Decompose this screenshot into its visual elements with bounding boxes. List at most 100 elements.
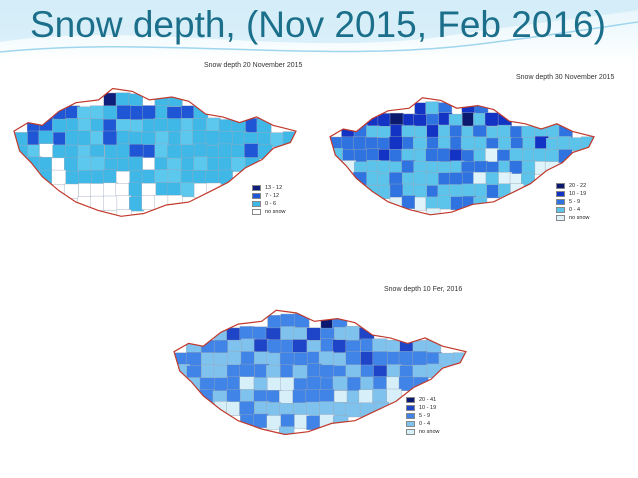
district-region <box>38 130 54 146</box>
district-region <box>65 130 80 146</box>
district-region <box>373 376 389 391</box>
legend-swatch <box>406 405 415 411</box>
district-region <box>199 388 215 404</box>
district-region <box>545 149 560 164</box>
district-region <box>141 169 157 185</box>
district-region <box>116 195 132 211</box>
district-region <box>89 105 105 121</box>
legend-label: 13 - 12 <box>265 185 283 191</box>
map-legend: 20 - 41 10 - 19 5 - 9 0 - 4 no snow <box>406 396 440 436</box>
district-region <box>193 156 209 172</box>
district-region <box>332 376 348 391</box>
district-region <box>213 364 229 380</box>
district-region <box>103 195 119 211</box>
district-region <box>180 182 195 198</box>
district-region <box>38 156 54 172</box>
district-region <box>253 377 269 392</box>
legend-item: no snow <box>406 428 440 436</box>
district-region <box>305 388 321 404</box>
legend-swatch <box>556 191 565 197</box>
district-region <box>89 144 105 159</box>
district-region <box>425 338 442 353</box>
map-title: Snow depth 10 Fer, 2016 <box>384 286 463 293</box>
legend-item: 7 - 12 <box>252 192 286 200</box>
legend-label: no snow <box>569 215 590 221</box>
district-region <box>485 148 500 162</box>
district-region <box>412 364 428 380</box>
district-region <box>412 351 428 366</box>
district-region <box>239 326 255 341</box>
district-region <box>366 148 381 162</box>
district-region <box>167 194 183 210</box>
district-region <box>306 327 322 342</box>
mongolia-map-3 <box>173 309 467 436</box>
district-region <box>154 92 170 108</box>
district-region <box>484 112 499 127</box>
legend-swatch <box>252 209 261 215</box>
district-region <box>116 105 132 121</box>
district-region <box>413 171 428 186</box>
legend-item: no snow <box>556 214 590 222</box>
district-region <box>78 169 94 185</box>
district-region <box>227 351 243 366</box>
legend-swatch <box>556 215 565 221</box>
district-region <box>154 194 170 210</box>
district-region <box>142 105 157 121</box>
district-region <box>372 338 388 353</box>
district-region <box>266 377 283 392</box>
legend-item: 5 - 9 <box>406 412 440 420</box>
district-region <box>231 144 246 159</box>
district-region <box>39 143 55 159</box>
district-region <box>306 376 323 392</box>
district-region <box>521 125 536 140</box>
district-region <box>153 118 169 134</box>
district-region <box>345 402 361 418</box>
mongolia-map-2 <box>329 97 595 216</box>
district-region <box>240 351 256 366</box>
district-region <box>253 413 269 429</box>
map-legend: 20 - 22 10 - 19 5 - 9 0 - 4 no snow <box>556 182 590 222</box>
legend-label: no snow <box>265 209 286 215</box>
district-region <box>241 338 257 353</box>
legend-item: 20 - 22 <box>556 182 590 190</box>
district-region <box>129 143 144 159</box>
snow-map-10-feb-2016: Snow depth 10 Fer, 2016 20 - 41 10 - 19 … <box>166 282 470 454</box>
country-border <box>329 97 595 216</box>
district-region <box>65 170 81 186</box>
district-region <box>226 327 242 343</box>
district-region <box>558 149 573 164</box>
district-region <box>319 401 335 416</box>
district-region <box>280 413 296 429</box>
map-legend: 13 - 12 7 - 12 0 - 6 no snow <box>252 184 286 216</box>
district-region <box>116 209 132 217</box>
legend-label: 10 - 19 <box>419 405 437 411</box>
district-region <box>239 363 255 379</box>
district-region <box>425 101 440 116</box>
map-title: Snow depth 30 November 2015 <box>516 74 615 81</box>
district-region <box>239 376 255 392</box>
legend-swatch <box>556 183 565 189</box>
district-region <box>279 352 296 367</box>
map-title: Snow depth 20 November 2015 <box>204 62 303 69</box>
district-region <box>373 401 390 417</box>
district-region <box>533 148 548 163</box>
district-region <box>332 314 348 329</box>
district-region <box>102 130 118 146</box>
district-region <box>353 171 368 186</box>
snow-map-30-nov-2015: Snow depth 30 November 2015 20 - 22 10 -… <box>318 72 622 240</box>
district-region <box>292 365 308 380</box>
district-region <box>389 197 404 211</box>
district-region <box>372 388 388 404</box>
legend-swatch <box>556 199 565 205</box>
district-region <box>280 313 296 329</box>
legend-swatch <box>406 413 415 419</box>
district-region <box>388 136 403 151</box>
district-region <box>345 326 361 341</box>
district-region <box>218 131 234 147</box>
district-region <box>193 105 209 121</box>
district-region <box>279 390 295 405</box>
district-region <box>521 160 536 175</box>
district-region <box>557 136 572 150</box>
district-region <box>253 338 270 354</box>
legend-item: 0 - 4 <box>406 420 440 428</box>
